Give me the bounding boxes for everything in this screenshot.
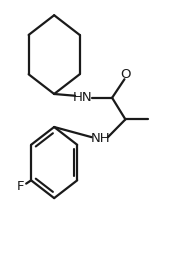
Text: HN: HN <box>73 91 93 104</box>
Text: O: O <box>120 68 131 82</box>
Text: NH: NH <box>91 132 111 145</box>
Text: F: F <box>16 180 24 193</box>
